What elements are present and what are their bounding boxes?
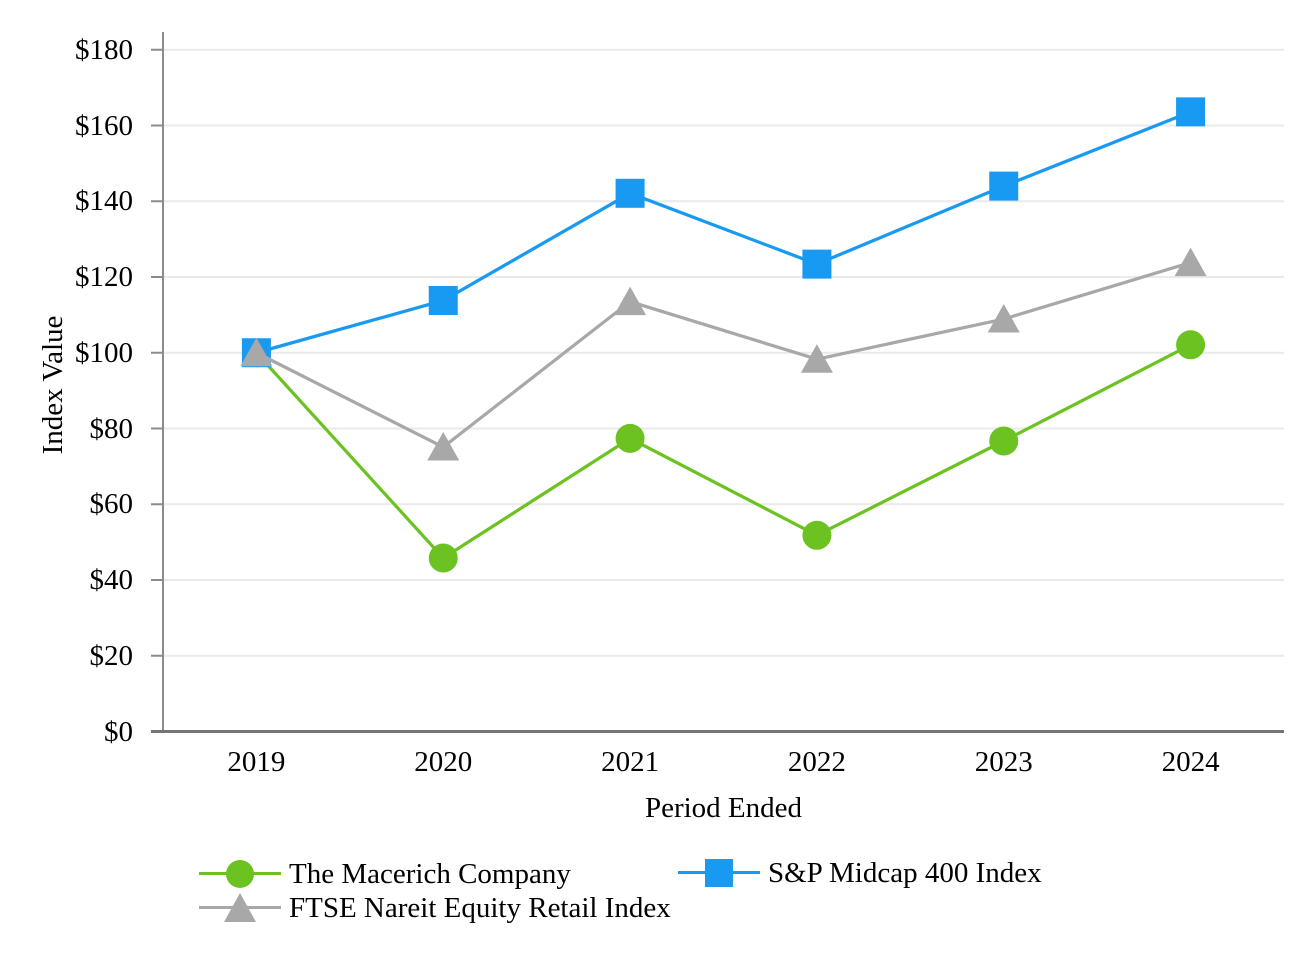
y-tick-label: $160 [75,109,133,142]
circle-shape [226,860,254,888]
x-axis-title: Period Ended [644,792,803,824]
circle-icon [226,860,254,888]
data-point-triangle-2024 [1174,247,1207,277]
y-tick-label: $100 [75,336,133,369]
x-tick-label: 2024 [1161,746,1220,778]
y-tick-label: $20 [89,639,134,672]
data-point-triangle-2019 [240,337,273,367]
legend-label: The Macerich Company [289,858,571,890]
data-point-square-2024 [1176,97,1206,127]
legend-item: The Macerich Company [199,857,571,891]
data-point-circle-2022 [802,520,832,550]
data-point-square-2023 [989,171,1019,201]
legend-triangle-marker-icon [199,891,281,925]
y-tick-label: $120 [75,261,133,293]
data-point-square-2020 [428,285,458,315]
y-tick-label: $60 [89,488,134,521]
data-point-triangle-2023 [987,304,1020,333]
y-tick-label: $140 [75,185,133,218]
legend-item: S&P Midcap 400 Index [678,856,1042,890]
square-shape [705,859,733,887]
legend-label: S&P Midcap 400 Index [768,857,1042,889]
x-tick-label: 2020 [414,746,473,778]
data-point-square-2022 [802,249,832,279]
data-point-circle-2020 [428,543,458,573]
data-point-circle-2021 [615,423,645,453]
y-tick-label: $40 [89,564,134,596]
square-icon [705,859,733,887]
legend-label: FTSE Nareit Equity Retail Index [289,892,671,924]
x-tick-label: 2022 [787,746,846,778]
series-line-triangle [255,261,1192,449]
legend-item: FTSE Nareit Equity Retail Index [199,891,671,925]
data-point-circle-2023 [989,426,1019,456]
x-tick-label: 2019 [227,746,286,778]
data-point-triangle-2022 [800,344,833,373]
data-point-circle-2024 [1176,330,1206,360]
series-line-square [255,110,1192,355]
legend-circle-marker-icon [199,857,281,891]
y-tick-label: $0 [104,715,133,748]
data-point-triangle-2021 [614,286,647,316]
legend-square-marker-icon [678,856,760,890]
data-point-triangle-2020 [427,432,460,461]
y-tick-label: $80 [89,412,134,445]
x-tick-label: 2023 [974,746,1033,778]
triangle-icon [224,893,256,922]
x-tick-label: 2021 [601,746,660,778]
data-point-square-2021 [615,178,645,208]
y-tick-label: $180 [75,33,133,66]
series-line-circle [255,343,1192,561]
triangle-shape [224,893,256,922]
